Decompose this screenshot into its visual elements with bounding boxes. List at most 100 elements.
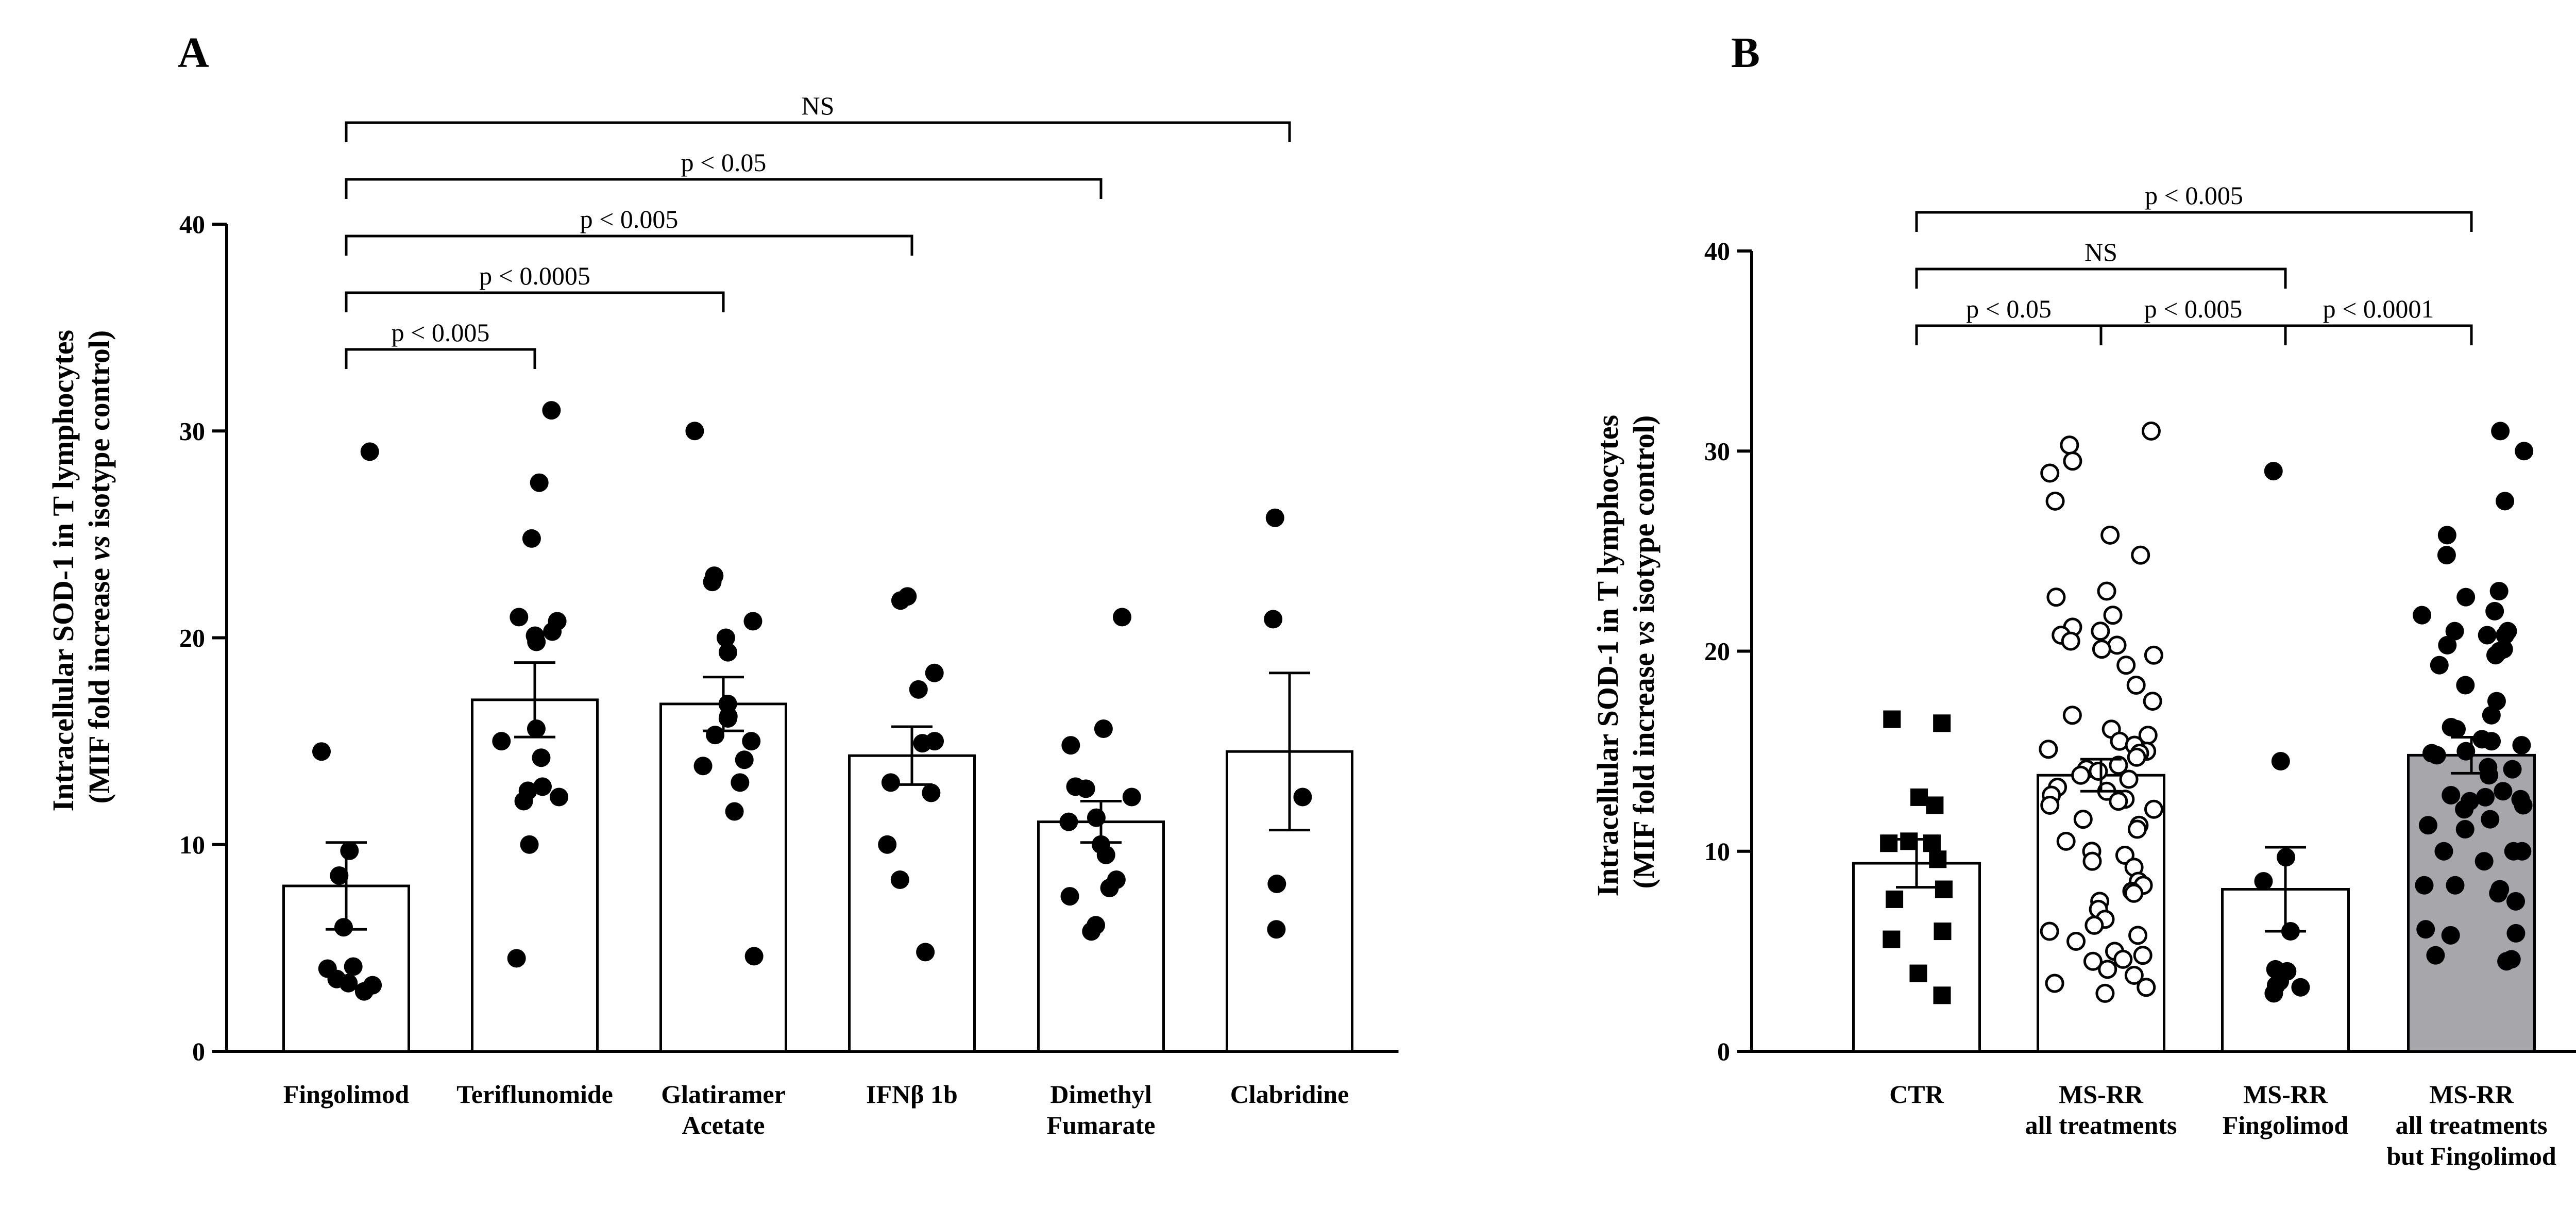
panel-b-data-point <box>2073 810 2093 829</box>
panel-b-data-point <box>2124 883 2144 903</box>
panel-a-label: A <box>178 29 209 77</box>
panel-b-data-point <box>2133 946 2153 965</box>
panel-b-data-point <box>2113 949 2133 969</box>
panel-b-data-point <box>2127 747 2146 767</box>
panel-b-data-point <box>2291 978 2310 997</box>
panel-a-data-point <box>925 663 944 682</box>
panel-b-y-tick-label: 0 <box>1717 1037 1730 1066</box>
panel-b-category-label: CTR <box>1889 1080 1944 1109</box>
panel-a-data-point <box>881 773 900 792</box>
panel-a-data-point <box>693 757 713 776</box>
panel-b-data-point <box>1880 834 1898 852</box>
panel-b-data-point <box>2491 422 2510 441</box>
panel-b-data-point <box>2476 787 2495 807</box>
panel-a-data-point <box>718 643 737 662</box>
panel-b-data-point <box>2045 974 2064 993</box>
panel-b-data-point <box>2427 746 2446 765</box>
panel-a-data-point <box>530 473 549 492</box>
panel-b-data-point <box>1886 890 1904 908</box>
panel-b-y-tick-label: 20 <box>1704 637 1730 666</box>
panel-a-significance-label: p < 0.005 <box>392 318 490 347</box>
panel-b-data-point <box>2416 920 2435 939</box>
panel-b-data-point <box>2143 692 2162 711</box>
panel-b-data-point <box>2071 765 2091 785</box>
panel-a-data-point <box>542 401 561 420</box>
panel-b-data-point <box>2446 876 2465 895</box>
panel-b-data-point <box>2437 546 2456 565</box>
panel-b-data-point <box>2264 462 2283 481</box>
panel-a-category-label: Teriflunomide <box>456 1080 613 1109</box>
panel-b-category-label: MS-RR <box>2429 1080 2514 1109</box>
panel-b-data-point <box>2514 796 2533 815</box>
panel-a-data-point <box>1094 719 1113 739</box>
panel-a-category-label: Fumarate <box>1046 1111 1155 1139</box>
panel-b-data-point <box>2506 924 2526 943</box>
panel-b-ylabel: Intracellular SOD-1 in T lymphocytes (MI… <box>1591 407 1660 896</box>
panel-b-data-point <box>2095 983 2115 1003</box>
panel-a-data-point <box>527 632 546 651</box>
panel-a-y-tick-label: 20 <box>179 624 205 652</box>
panel-a-data-point <box>492 732 511 751</box>
panel-b-data-point <box>2056 831 2076 851</box>
panel-b-significance-bracket <box>2284 324 2473 345</box>
panel-a-data-point <box>533 777 552 796</box>
panel-b-data-point <box>2128 926 2148 945</box>
panel-b-category-label: all treatments <box>2396 1111 2548 1139</box>
panel-b-data-point <box>2109 792 2128 811</box>
panel-a-plot: 0 10 20 30 40 Fingolimod Teriflunomide Glatiram… <box>179 91 1399 1139</box>
panel-b-significance-bracket <box>1915 324 2103 345</box>
panel-b-significance-bracket <box>1915 211 2473 232</box>
panel-a-data-point <box>550 787 569 807</box>
panel-b-data-point <box>2496 626 2515 645</box>
panel-a-data-point <box>890 870 909 889</box>
panel-a-data-point <box>312 742 331 761</box>
panel-a-data-point <box>532 748 551 767</box>
panel-b-data-point <box>2100 525 2120 545</box>
panel-b-data-point <box>2447 719 2466 739</box>
panel-b-data-point <box>2478 626 2497 645</box>
panel-b-data-point <box>2515 442 2534 461</box>
panel-a-y-tick-label: 10 <box>179 830 205 859</box>
panel-a-data-point <box>543 622 562 641</box>
panel-a-bar <box>848 754 976 1053</box>
panel-b-data-point <box>2456 588 2476 607</box>
panel-b-data-point <box>2103 606 2123 625</box>
panel-b-data-point <box>2082 851 2102 871</box>
panel-b-data-point <box>1935 880 1953 898</box>
panel-b-data-point <box>2062 706 2082 725</box>
panel-b-data-point <box>2084 915 2104 935</box>
panel-b-data-point <box>2107 635 2127 655</box>
panel-b-data-point <box>2481 810 2500 829</box>
panel-b-data-point <box>2098 960 2117 979</box>
panel-a-significance-label: p < 0.0005 <box>479 261 590 290</box>
panel-b-significance-bracket <box>2099 324 2287 345</box>
panel-a-data-point <box>1076 779 1095 798</box>
panel-b-category-label: all treatments <box>2025 1111 2177 1139</box>
panel-b-data-point <box>2497 952 2516 971</box>
panel-a-data-point <box>330 866 349 885</box>
panel-a-data-point <box>340 841 359 860</box>
panel-b: B Intracellular SOD-1 in T lymphocytes (… <box>1591 29 2576 1170</box>
panel-a-significance-label: p < 0.05 <box>681 148 767 177</box>
panel-b-data-point <box>2456 676 2475 695</box>
panel-b-data-point <box>1900 832 1918 850</box>
panel-a-y-tick-label: 30 <box>179 416 205 445</box>
panel-a-significance-bracket <box>345 348 536 369</box>
panel-b-data-point <box>1923 834 1941 852</box>
panel-a-data-point <box>1267 874 1286 893</box>
panel-b-data-point <box>2039 740 2058 759</box>
panel-a-data-point <box>744 947 764 966</box>
panel-b-data-point <box>2144 645 2163 665</box>
panel-b-data-point <box>2091 622 2110 641</box>
panel-a-bar <box>659 702 787 1053</box>
panel-a-ylabel: Intracellular SOD-1 in T lymphocytes (MI… <box>46 322 116 811</box>
panel-a-data-point <box>922 783 941 802</box>
panel-b-data-point <box>1934 923 1952 941</box>
panel-b-data-point <box>2131 545 2150 565</box>
panel-b-data-point <box>2066 931 2086 951</box>
panel-a-data-point <box>514 792 533 811</box>
panel-b-data-point <box>2060 435 2079 455</box>
panel-b-data-point <box>2046 588 2066 607</box>
panel-b-data-point <box>2485 601 2504 621</box>
